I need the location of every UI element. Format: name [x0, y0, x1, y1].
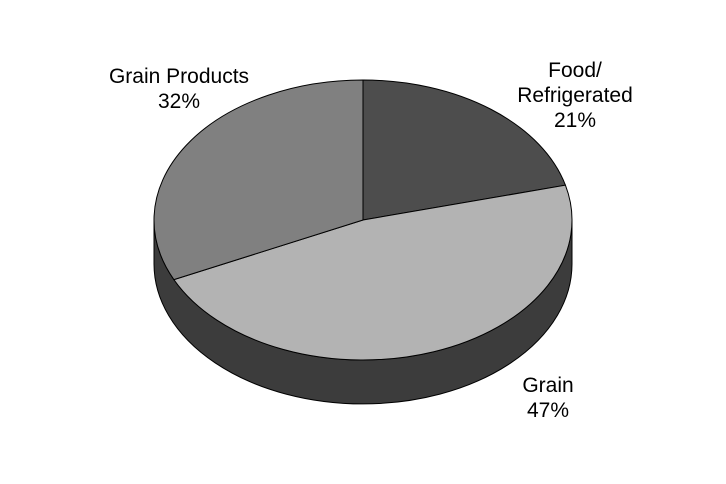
- slice-label-food-line2: Refrigerated: [517, 84, 633, 107]
- slice-label-grain-percent: 47%: [526, 399, 570, 422]
- slice-label-grain-products: Grain Products 32%: [84, 64, 274, 114]
- slice-label-grain-products-line1: Grain Products: [108, 65, 250, 88]
- pie-slices: [153, 79, 573, 361]
- pie-slice-grain: [173, 184, 573, 361]
- slice-label-grain-line1: Grain: [522, 374, 574, 397]
- slice-label-food-refrigerated: Food/ Refrigerated 21%: [500, 58, 650, 133]
- slice-label-grain: Grain 47%: [498, 373, 598, 423]
- slice-label-food-line1: Food/: [548, 59, 602, 82]
- pie-slice-food-refrigerated: [362, 79, 567, 221]
- slice-label-food-percent: 21%: [553, 109, 597, 132]
- slice-label-grain-products-percent: 32%: [157, 90, 201, 113]
- pie-slice-grain-products: [153, 79, 364, 281]
